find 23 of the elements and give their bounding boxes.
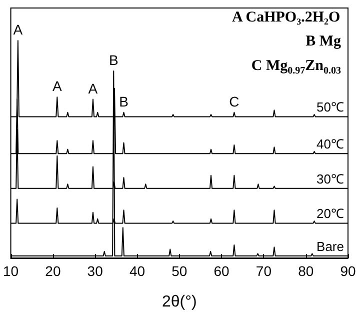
- x-tick-label: 80: [298, 263, 314, 279]
- x-tick-label: 40: [129, 263, 146, 279]
- annotation: A: [13, 22, 24, 38]
- series-label: 50℃: [316, 100, 344, 115]
- series-label: 40℃: [316, 136, 344, 152]
- x-tick-label: 30: [87, 263, 104, 279]
- annotation: A: [88, 80, 98, 96]
- x-tick-label: 60: [214, 263, 230, 279]
- text: A CaHPO₃.2H₂O: [232, 10, 340, 26]
- x-axis-title: 2θ(°): [162, 294, 197, 310]
- x-tick-label: 10: [2, 263, 19, 279]
- annotation: C: [229, 93, 240, 110]
- x-tick-label: 20: [45, 263, 61, 279]
- annotation: B: [108, 52, 118, 68]
- x-tick-label: 70: [256, 263, 272, 279]
- annotation: A: [52, 78, 62, 94]
- series-label: Bare: [316, 238, 344, 254]
- x-tick-label: 50: [172, 263, 188, 279]
- series-label: 20℃: [316, 206, 344, 222]
- x-tick-label: 90: [340, 263, 356, 279]
- annotation: B Mg: [306, 34, 342, 50]
- annotation: B: [119, 93, 128, 110]
- series-label: 30℃: [316, 171, 344, 186]
